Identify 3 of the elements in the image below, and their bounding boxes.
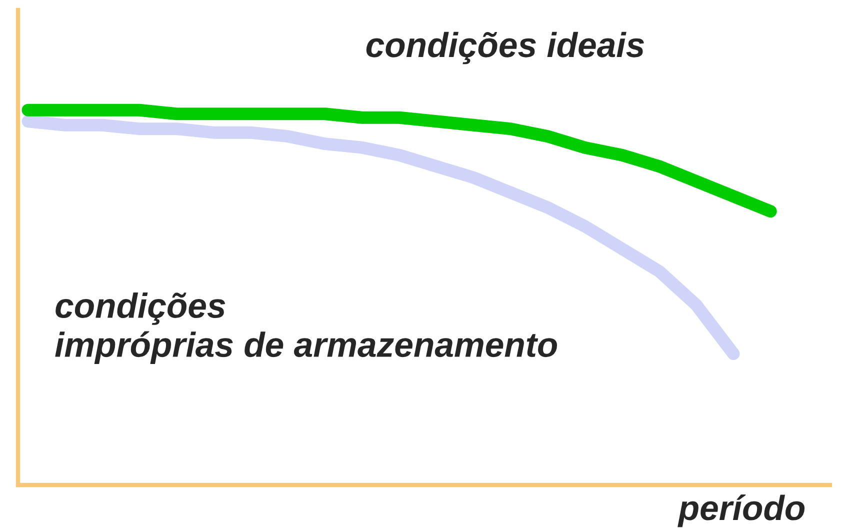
series-label: condições ideais [366,32,644,64]
text: condições impróprias de armazenamento [55,292,558,364]
x-axis-title: período [678,494,805,528]
